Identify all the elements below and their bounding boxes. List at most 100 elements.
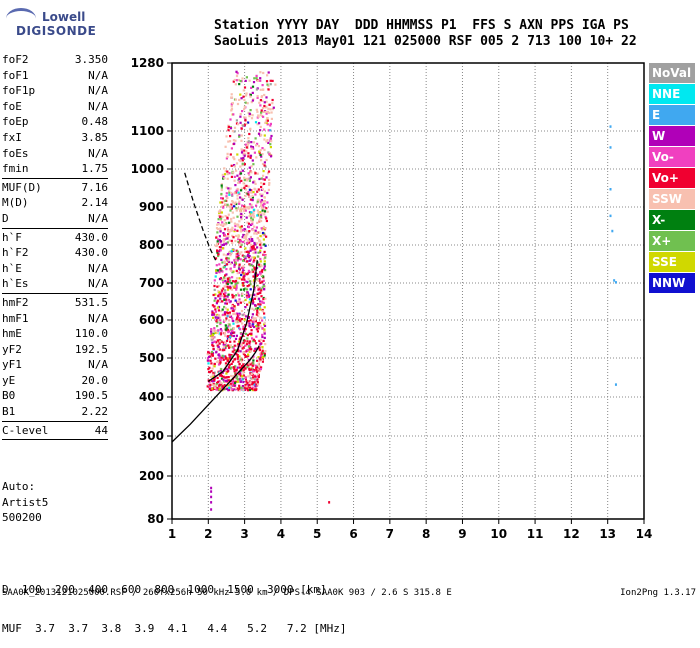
echo-point xyxy=(241,162,244,165)
echo-point xyxy=(235,74,239,78)
echo-point xyxy=(249,243,252,246)
echo-point xyxy=(253,383,256,386)
echo-point xyxy=(257,132,261,135)
echo-point xyxy=(249,288,252,291)
param-name: D xyxy=(2,211,9,225)
echo-point xyxy=(217,345,220,348)
echo-point xyxy=(245,122,248,125)
echo-point xyxy=(225,235,228,238)
echo-point xyxy=(243,228,246,231)
echo-point xyxy=(223,348,226,352)
echo-point xyxy=(211,383,214,386)
echo-point xyxy=(228,251,231,254)
echo-point xyxy=(226,357,229,360)
echo-point xyxy=(256,123,259,126)
echo-point xyxy=(251,85,255,88)
param-name: h`Es xyxy=(2,277,29,291)
echo-point xyxy=(252,251,255,254)
echo-point xyxy=(266,139,269,142)
muf-unit: [MHz] xyxy=(313,622,347,635)
echo-point xyxy=(230,366,233,369)
echo-point xyxy=(263,267,266,270)
scaled-parameters-panel: foF2 3.350 foF1 N/A foF1p N/A foE N/A foEp 0.48 fx… xyxy=(2,52,108,441)
echo-point xyxy=(256,279,260,282)
echo-point xyxy=(220,377,224,380)
echo-point xyxy=(246,363,249,366)
echo-point xyxy=(248,332,251,335)
echo-point xyxy=(252,260,255,263)
echo-point xyxy=(254,342,258,345)
echo-point xyxy=(261,360,264,363)
echo-point xyxy=(237,181,240,184)
echo-point xyxy=(235,269,238,272)
echo-point xyxy=(249,235,252,239)
echo-point xyxy=(244,119,247,122)
echo-point xyxy=(224,203,227,206)
echo-point xyxy=(252,81,256,84)
echo-point xyxy=(251,238,254,241)
legend-item: NoVal xyxy=(649,63,695,83)
echo-point xyxy=(243,186,246,189)
echo-point xyxy=(218,387,221,390)
echo-point xyxy=(242,272,245,275)
echo-point xyxy=(227,125,230,128)
echo-point xyxy=(248,322,251,325)
echo-point xyxy=(234,365,237,368)
param-value: 110.0 xyxy=(74,327,108,341)
echo-point xyxy=(229,300,232,303)
echo-point xyxy=(239,79,242,83)
echo-point xyxy=(241,169,244,172)
echo-point xyxy=(238,313,241,316)
echo-point xyxy=(237,191,240,194)
echo-point xyxy=(240,216,243,219)
echo-point xyxy=(239,93,242,96)
echo-point xyxy=(259,217,262,220)
echo-point xyxy=(242,352,245,355)
echo-point xyxy=(267,141,270,144)
echo-point xyxy=(255,144,258,147)
echo-point xyxy=(240,97,243,100)
echo-point xyxy=(260,96,263,99)
station-header: Station YYYY DAY DDD HHMMSS P1 FFS S AXN… xyxy=(214,18,637,50)
param-name: foF1 xyxy=(2,68,29,82)
echo-point xyxy=(260,204,263,207)
echo-point xyxy=(218,250,221,253)
echo-point xyxy=(233,192,236,195)
echo-point xyxy=(257,324,260,327)
echo-point xyxy=(216,251,219,254)
echo-point xyxy=(210,370,213,373)
echo-point xyxy=(216,339,219,342)
y-tick-label: 1000 xyxy=(131,162,164,176)
echo-point xyxy=(252,275,255,278)
isolated-echo-point xyxy=(613,279,616,282)
echo-point xyxy=(242,233,245,237)
echo-point xyxy=(217,318,220,322)
echo-point xyxy=(229,204,232,207)
echo-point xyxy=(250,189,253,192)
echo-point xyxy=(233,205,236,208)
echo-point xyxy=(251,218,254,221)
echo-point xyxy=(260,212,263,215)
param-row: foF2 3.350 xyxy=(2,52,108,68)
echo-point xyxy=(231,293,234,296)
echo-point xyxy=(245,280,248,283)
echo-point xyxy=(227,187,230,190)
echo-point xyxy=(243,179,246,182)
echo-point xyxy=(242,182,245,185)
echo-point xyxy=(230,269,233,273)
echo-point xyxy=(228,221,231,224)
echo-point xyxy=(226,216,229,219)
echo-point xyxy=(240,243,243,246)
echo-point xyxy=(238,298,241,301)
echo-point xyxy=(222,355,225,358)
echo-point xyxy=(237,324,240,327)
echo-point xyxy=(253,389,256,392)
echo-point xyxy=(251,114,254,117)
echo-point xyxy=(257,189,261,192)
echo-point xyxy=(235,189,238,192)
echo-point xyxy=(233,340,236,343)
echo-point xyxy=(224,307,227,310)
echo-point xyxy=(241,159,244,162)
echo-point xyxy=(233,179,236,182)
echo-point xyxy=(227,233,230,236)
